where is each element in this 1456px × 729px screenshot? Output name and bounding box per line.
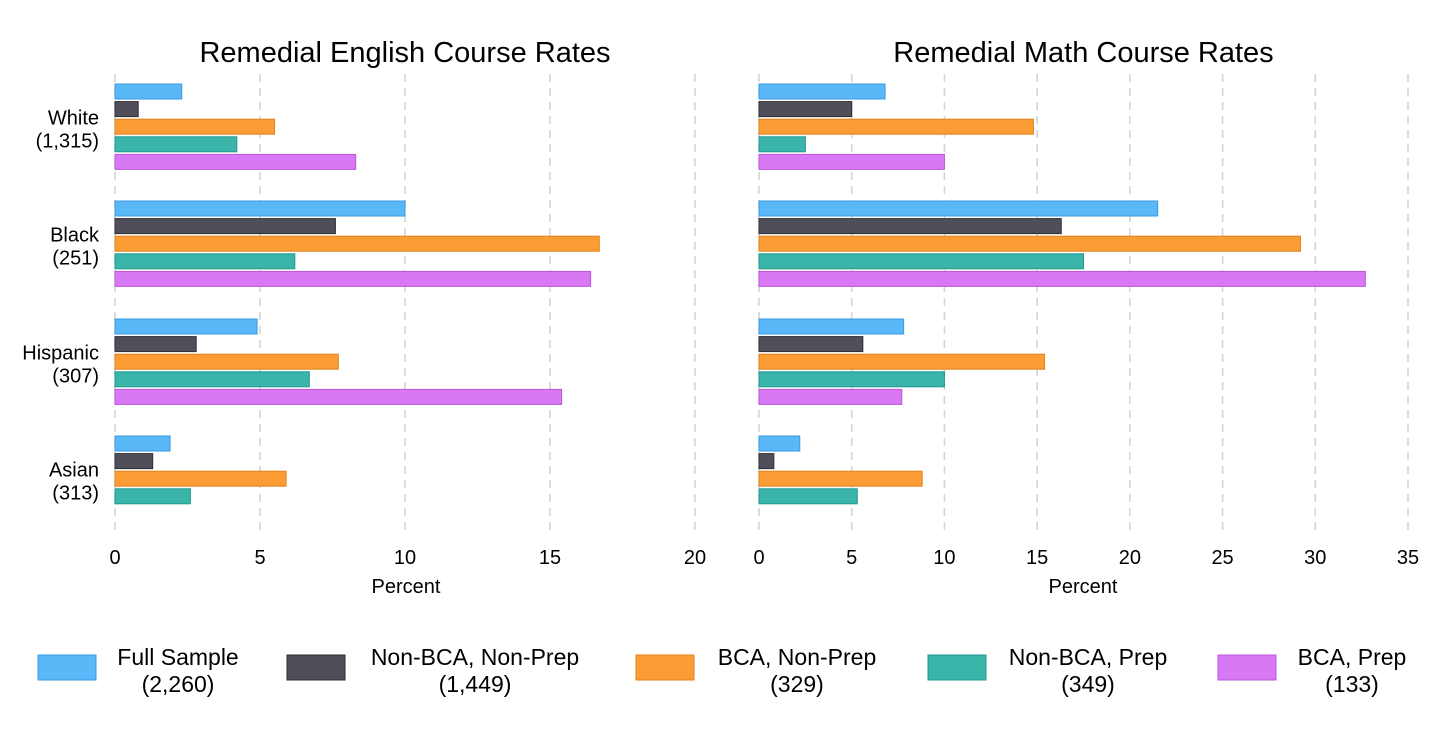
bar-bca-non-prep-asian (114, 470, 287, 487)
category-name: White (48, 108, 99, 130)
bar-bca-prep-white (114, 153, 357, 170)
legend-item-non-bca-prep: Non-BCA, Prep(349) (927, 644, 1168, 697)
category-name: Asian (49, 460, 99, 482)
bar-non-bca-prep-white (114, 136, 238, 153)
bar-bca-non-prep-hispanic (114, 353, 339, 370)
x-tick-label: 10 (933, 547, 955, 569)
bar-bca-prep-white (758, 153, 945, 170)
legend-series-count: (133) (1325, 671, 1379, 697)
category-count: (1,315) (36, 131, 99, 153)
bar-full-sample-white (114, 83, 183, 100)
x-tick-label: 20 (684, 547, 706, 569)
bar-non-bca-non-prep-black (758, 218, 1062, 235)
bar-full-sample-black (114, 200, 406, 217)
panel-math: Remedial Math Course Rates 0 5 10 15 20 25 30 35… (753, 37, 1419, 598)
bar-full-sample-asian (758, 435, 801, 452)
panel-english: Remedial English Course Rates 0 5 10 15 20 Per… (109, 37, 706, 598)
category-labels: White(1,315) Black(251) Hispanic(307) Asian… (22, 108, 100, 505)
panel-title: Remedial Math Course Rates (893, 37, 1273, 69)
bar-full-sample-asian (114, 435, 171, 452)
bar-non-bca-non-prep-white (114, 101, 139, 118)
panel-title: Remedial English Course Rates (199, 37, 610, 69)
bar-non-bca-non-prep-white (758, 101, 853, 118)
x-tick-label: 0 (753, 547, 764, 569)
legend-swatch (37, 654, 97, 681)
bar-non-bca-non-prep-hispanic (758, 336, 864, 353)
legend-item-full-sample: Full Sample(2,260) (37, 644, 239, 697)
bar-full-sample-hispanic (114, 318, 258, 335)
bar-full-sample-hispanic (758, 318, 905, 335)
x-tick-label: 20 (1119, 547, 1141, 569)
legend-swatch (635, 654, 695, 681)
bar-full-sample-black (758, 200, 1159, 217)
legend-series-name: BCA, Prep (1298, 644, 1407, 670)
x-tick-label: 15 (1026, 547, 1048, 569)
legend-item-non-bca-non-prep: Non-BCA, Non-Prep(1,449) (286, 644, 579, 697)
legend-series-count: (2,260) (142, 671, 215, 697)
bar-bca-prep-black (114, 270, 592, 287)
x-tick-label: 10 (394, 547, 416, 569)
bar-bca-non-prep-black (758, 235, 1301, 252)
bar-bca-non-prep-asian (758, 470, 923, 487)
x-tick-label: 35 (1397, 547, 1419, 569)
x-tick-label: 25 (1211, 547, 1233, 569)
x-tick-label: 15 (539, 547, 561, 569)
category-count: (251) (52, 248, 99, 270)
category-label-white: White(1,315) (36, 108, 99, 153)
legend-item-bca-non-prep: BCA, Non-Prep(329) (635, 644, 877, 697)
category-count: (307) (52, 366, 99, 388)
category-label-black: Black(251) (50, 225, 100, 270)
bar-non-bca-prep-black (758, 253, 1084, 270)
legend-swatch (927, 654, 987, 681)
legend-series-count: (349) (1061, 671, 1115, 697)
bar-bca-non-prep-hispanic (758, 353, 1046, 370)
bar-non-bca-prep-hispanic (114, 371, 310, 388)
category-label-asian: Asian(313) (49, 460, 99, 505)
x-axis-title: Percent (1049, 576, 1118, 598)
x-tick-label: 0 (109, 547, 120, 569)
legend-series-count: (1,449) (439, 671, 512, 697)
bar-non-bca-non-prep-black (114, 218, 336, 235)
legend-series-name: Non-BCA, Non-Prep (371, 644, 579, 670)
legend-item-bca-prep: BCA, Prep(133) (1217, 644, 1407, 697)
bar-bca-non-prep-black (114, 235, 600, 252)
category-count: (313) (52, 483, 99, 505)
category-label-hispanic: Hispanic(307) (22, 343, 99, 388)
bar-non-bca-prep-white (758, 136, 806, 153)
legend-series-name: Non-BCA, Prep (1009, 644, 1168, 670)
bar-bca-non-prep-white (114, 118, 275, 135)
legend-series-name: BCA, Non-Prep (718, 644, 877, 670)
bar-non-bca-prep-asian (114, 488, 191, 505)
x-axis-title: Percent (372, 576, 441, 598)
category-name: Black (50, 225, 100, 247)
bar-full-sample-white (758, 83, 886, 100)
legend-series-name: Full Sample (117, 644, 238, 670)
x-tick-label: 5 (254, 547, 265, 569)
bar-bca-prep-hispanic (114, 388, 563, 405)
x-tick-label: 30 (1304, 547, 1326, 569)
x-tick-label: 5 (846, 547, 857, 569)
legend: Full Sample(2,260) Non-BCA, Non-Prep(1,44… (37, 644, 1407, 697)
bar-non-bca-prep-asian (758, 488, 858, 505)
bar-non-bca-non-prep-hispanic (114, 336, 197, 353)
bar-non-bca-prep-hispanic (758, 371, 945, 388)
legend-swatch (1217, 654, 1277, 681)
category-name: Hispanic (22, 343, 99, 365)
bar-non-bca-non-prep-asian (758, 453, 775, 470)
legend-swatch (286, 654, 346, 681)
bar-bca-prep-hispanic (758, 388, 903, 405)
bar-bca-prep-black (758, 270, 1366, 287)
bar-non-bca-non-prep-asian (114, 453, 154, 470)
bar-bca-non-prep-white (758, 118, 1034, 135)
legend-series-count: (329) (770, 671, 824, 697)
bar-non-bca-prep-black (114, 253, 296, 270)
